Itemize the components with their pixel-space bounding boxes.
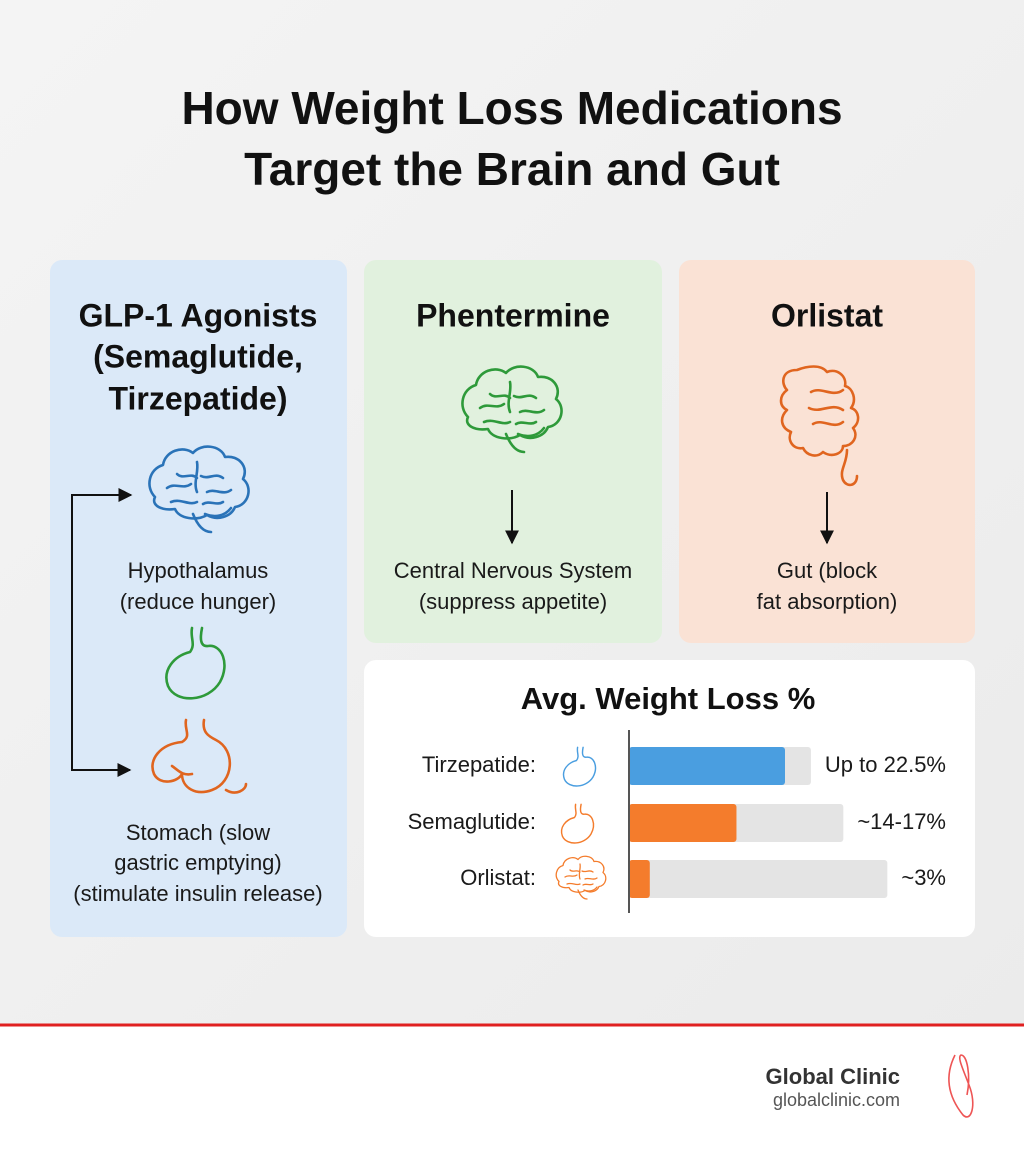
card-phentermine: Phentermine Central Nervous System (supp… (364, 260, 662, 643)
target-label: (stimulate insulin release) (73, 881, 322, 906)
target-label: Gut (block (777, 558, 878, 583)
target-label: (suppress appetite) (419, 589, 607, 614)
card-title: Orlistat (771, 297, 883, 333)
bar (629, 804, 737, 842)
card-title: GLP-1 Agonists (79, 297, 318, 333)
value-label: ~14-17% (857, 809, 946, 834)
card-title: Phentermine (416, 297, 610, 333)
category-label: Orlistat: (460, 865, 536, 890)
target-label: Central Nervous System (394, 558, 632, 583)
chart-title: Avg. Weight Loss % (521, 681, 816, 716)
target-label: gastric emptying) (114, 850, 282, 875)
brand-url: globalclinic.com (773, 1090, 900, 1110)
bar (629, 747, 785, 785)
target-label: Hypothalamus (128, 558, 269, 583)
category-label: Tirzepatide: (422, 752, 536, 777)
title-line: How Weight Loss Medications (181, 82, 842, 134)
card-title: Tirzepatide) (109, 380, 288, 416)
target-label: (reduce hunger) (120, 589, 277, 614)
card-title: (Semaglutide, (93, 338, 303, 374)
brand: Global Clinic (766, 1064, 900, 1089)
value-label: ~3% (901, 865, 946, 890)
category-label: Semaglutide: (408, 809, 536, 834)
target-label: fat absorption) (757, 589, 898, 614)
chart-card: Avg. Weight Loss % Tirzepatide: Up to 22.… (364, 660, 975, 937)
bar (629, 860, 650, 898)
target-label: Stomach (slow (126, 820, 270, 845)
bar-track (629, 860, 888, 898)
title-line: Target the Brain and Gut (244, 143, 780, 195)
card-orlistat: Orlistat Gut (block fat absorption) (679, 260, 975, 643)
value-label: Up to 22.5% (825, 752, 946, 777)
card-glp1: GLP-1 Agonists (Semaglutide, Tirzepatide… (50, 260, 347, 937)
footer: Global Clinic globalclinic.com (0, 1023, 1024, 1154)
logo (948, 1054, 974, 1118)
